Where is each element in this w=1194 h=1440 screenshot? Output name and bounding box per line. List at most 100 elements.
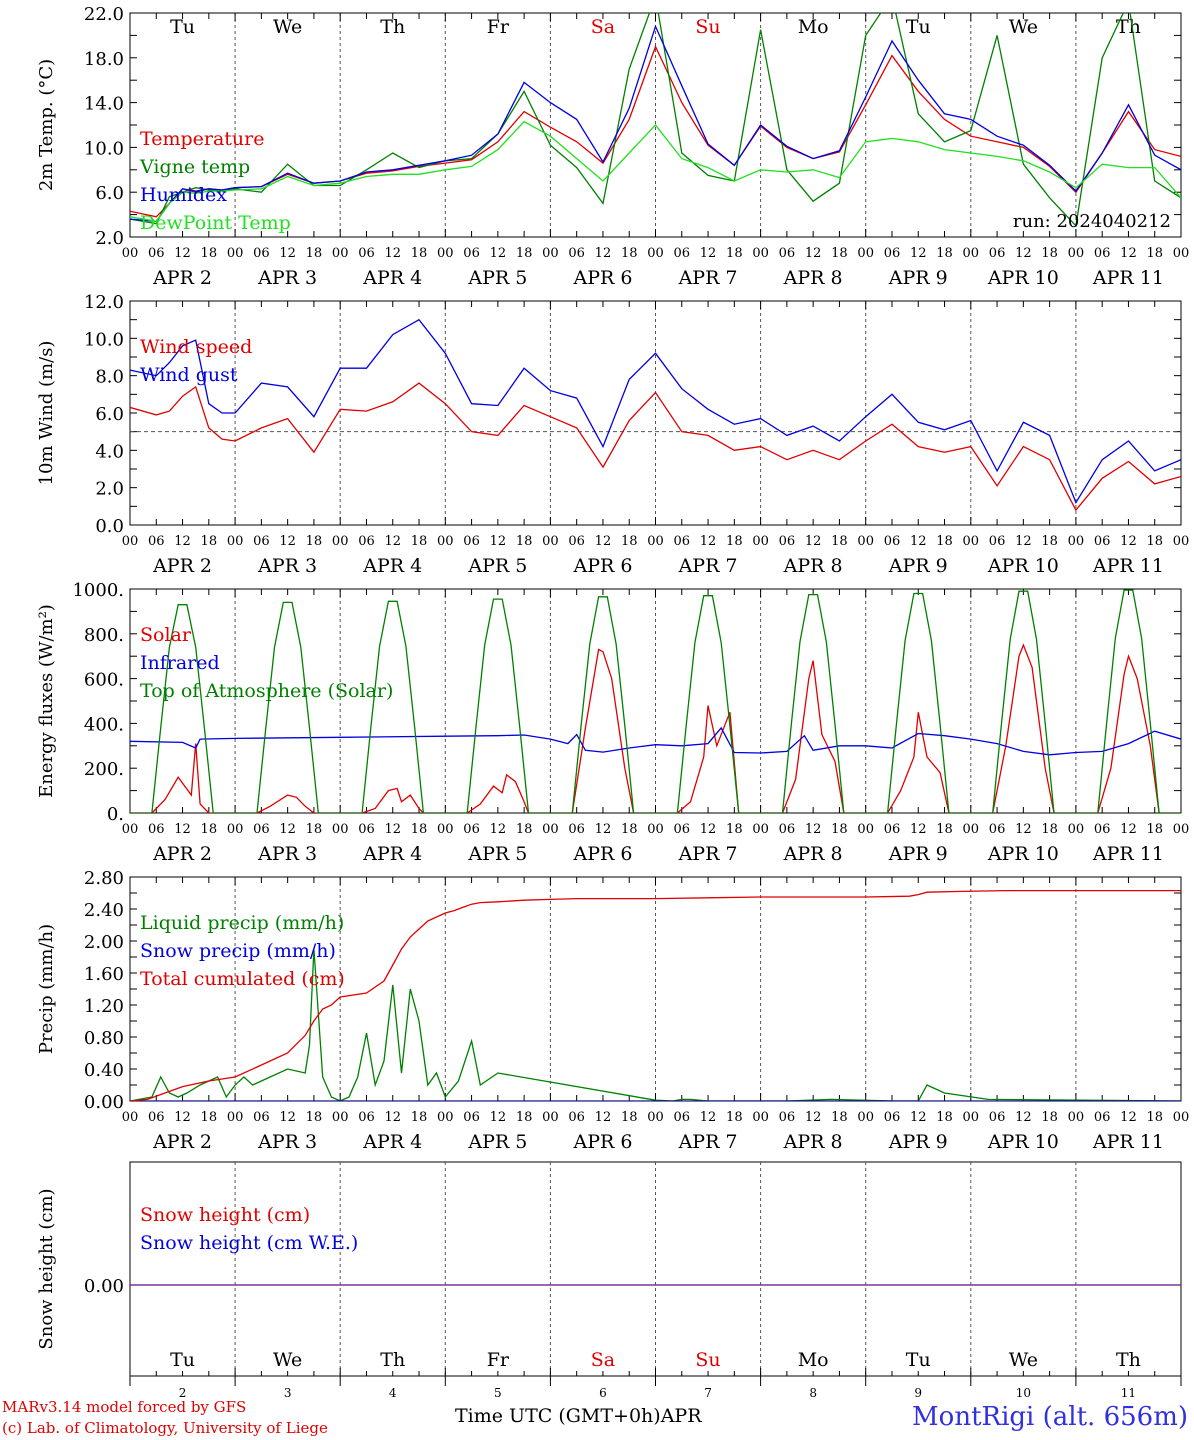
- y-axis-label: Energy fluxes (W/m²): [36, 604, 57, 798]
- x-hour-label: 06: [989, 246, 1006, 261]
- plot-frame: [129, 300, 1182, 526]
- x-hour-label: 18: [201, 822, 218, 837]
- day-name-label: Tu: [906, 1349, 931, 1371]
- series-line-infrared: [130, 726, 1181, 756]
- x-hour-label: 00: [437, 1110, 454, 1125]
- x-hour-label: 06: [884, 822, 901, 837]
- x-hour-label: 06: [358, 822, 375, 837]
- x-date-label: APR 9: [888, 843, 948, 865]
- x-hour-label: 18: [726, 534, 743, 549]
- x-day-number: 4: [389, 1386, 397, 1400]
- x-hour-label: 12: [595, 822, 612, 837]
- y-tick-label: 1.20: [84, 996, 124, 1017]
- series-line-solar: [130, 643, 1181, 813]
- x-hour-label: 00: [647, 534, 664, 549]
- x-hour-label: 12: [910, 822, 927, 837]
- legend-entry: Snow height (cm): [140, 1204, 310, 1226]
- day-name-label: Th: [380, 1349, 405, 1371]
- x-hour-label: 18: [306, 246, 323, 261]
- x-hour-label: 18: [306, 534, 323, 549]
- series-line-top-of-atmosphere-solar-: [130, 589, 1181, 813]
- x-hour-label: 12: [490, 1110, 507, 1125]
- x-date-label: APR 3: [257, 843, 317, 865]
- day-name-label: Sa: [591, 16, 615, 38]
- x-day-number: 9: [914, 1386, 922, 1400]
- x-hour-label: 06: [884, 1110, 901, 1125]
- x-date-label: APR 9: [888, 1131, 948, 1153]
- x-hour-label: 00: [437, 822, 454, 837]
- x-hour-label: 12: [384, 534, 401, 549]
- y-tick-label: 18.0: [84, 49, 124, 70]
- y-tick-label: 14.0: [84, 94, 124, 115]
- x-date-label: APR 8: [783, 1131, 843, 1153]
- x-hour-label: 18: [1146, 822, 1163, 837]
- x-hour-label: 12: [1015, 822, 1032, 837]
- x-hour-label: 00: [542, 1110, 559, 1125]
- x-hour-label: 18: [1146, 246, 1163, 261]
- day-name-label: We: [1009, 16, 1038, 38]
- panel-snow: 2 3 4 5 6 7 8 9 10 11 0.00 Snow height (cm) Tu We Th Fr…: [36, 1161, 1182, 1400]
- x-hour-label: 00: [963, 246, 980, 261]
- x-hour-label: 18: [411, 1110, 428, 1125]
- copyright-note: (c) Lab. of Climatology, University of L…: [2, 1419, 328, 1437]
- x-hour-label: 12: [910, 1110, 927, 1125]
- x-hour-label: 00: [542, 246, 559, 261]
- x-hour-label: 06: [884, 534, 901, 549]
- x-date-label: APR 11: [1092, 267, 1164, 289]
- panel-precip: 00 06 12 18 00 06 12 18 00 06 12 18 00 06 12 18 00 06 12 18…: [36, 868, 1189, 1153]
- x-hour-label: 18: [621, 1110, 638, 1125]
- series-line-dewpoint-temp: [130, 120, 1181, 223]
- x-hour-label: 06: [568, 534, 585, 549]
- x-hour-label: 00: [1173, 1110, 1190, 1125]
- x-hour-label: 00: [1068, 822, 1085, 837]
- x-date-label: APR 5: [467, 843, 527, 865]
- x-date-label: APR 7: [678, 843, 738, 865]
- x-hour-label: 18: [621, 822, 638, 837]
- x-hour-label: 12: [595, 1110, 612, 1125]
- x-hour-label: 06: [148, 822, 165, 837]
- x-date-label: APR 11: [1092, 1131, 1164, 1153]
- day-name-label: Th: [1116, 16, 1141, 38]
- day-name-label: We: [273, 1349, 302, 1371]
- x-hour-label: 18: [516, 534, 533, 549]
- x-hour-label: 18: [411, 534, 428, 549]
- legend-entry: Wind speed: [140, 336, 252, 358]
- x-hour-label: 12: [490, 534, 507, 549]
- x-date-label: APR 10: [987, 843, 1059, 865]
- x-day-number: 10: [1016, 1386, 1031, 1400]
- x-hour-label: 00: [542, 534, 559, 549]
- x-date-label: APR 10: [987, 555, 1059, 577]
- x-hour-label: 12: [805, 822, 822, 837]
- x-hour-label: 12: [595, 534, 612, 549]
- x-hour-label: 00: [857, 1110, 874, 1125]
- x-hour-label: 18: [936, 534, 953, 549]
- x-hour-label: 00: [332, 246, 349, 261]
- series-line-total-cumulated-cm-: [130, 889, 1181, 1101]
- x-date-label: APR 8: [783, 555, 843, 577]
- x-hour-label: 00: [857, 822, 874, 837]
- y-tick-label: 2.40: [84, 900, 124, 921]
- x-hour-label: 00: [857, 246, 874, 261]
- y-axis-label: 2m Temp. (°C): [36, 59, 57, 191]
- x-hour-label: 12: [279, 534, 296, 549]
- x-hour-label: 12: [1120, 822, 1137, 837]
- x-date-label: APR 4: [362, 267, 422, 289]
- x-hour-label: 12: [384, 246, 401, 261]
- x-hour-label: 06: [253, 1110, 270, 1125]
- x-date-label: APR 2: [152, 1131, 212, 1153]
- x-hour-label: 06: [253, 822, 270, 837]
- x-hour-label: 12: [279, 1110, 296, 1125]
- y-tick-label: 8.0: [95, 367, 124, 388]
- day-name-label: Fr: [487, 1349, 510, 1371]
- x-hour-label: 00: [857, 534, 874, 549]
- x-hour-label: 18: [726, 1110, 743, 1125]
- x-hour-label: 06: [463, 1110, 480, 1125]
- legend-entry: Snow height (cm W.E.): [140, 1232, 358, 1254]
- x-hour-label: 12: [805, 246, 822, 261]
- x-hour-label: 12: [1120, 246, 1137, 261]
- x-hour-label: 00: [963, 822, 980, 837]
- x-hour-label: 06: [1094, 246, 1111, 261]
- x-hour-label: 06: [568, 246, 585, 261]
- day-name-label: Mo: [798, 1349, 829, 1371]
- y-tick-label: 0.40: [84, 1060, 124, 1081]
